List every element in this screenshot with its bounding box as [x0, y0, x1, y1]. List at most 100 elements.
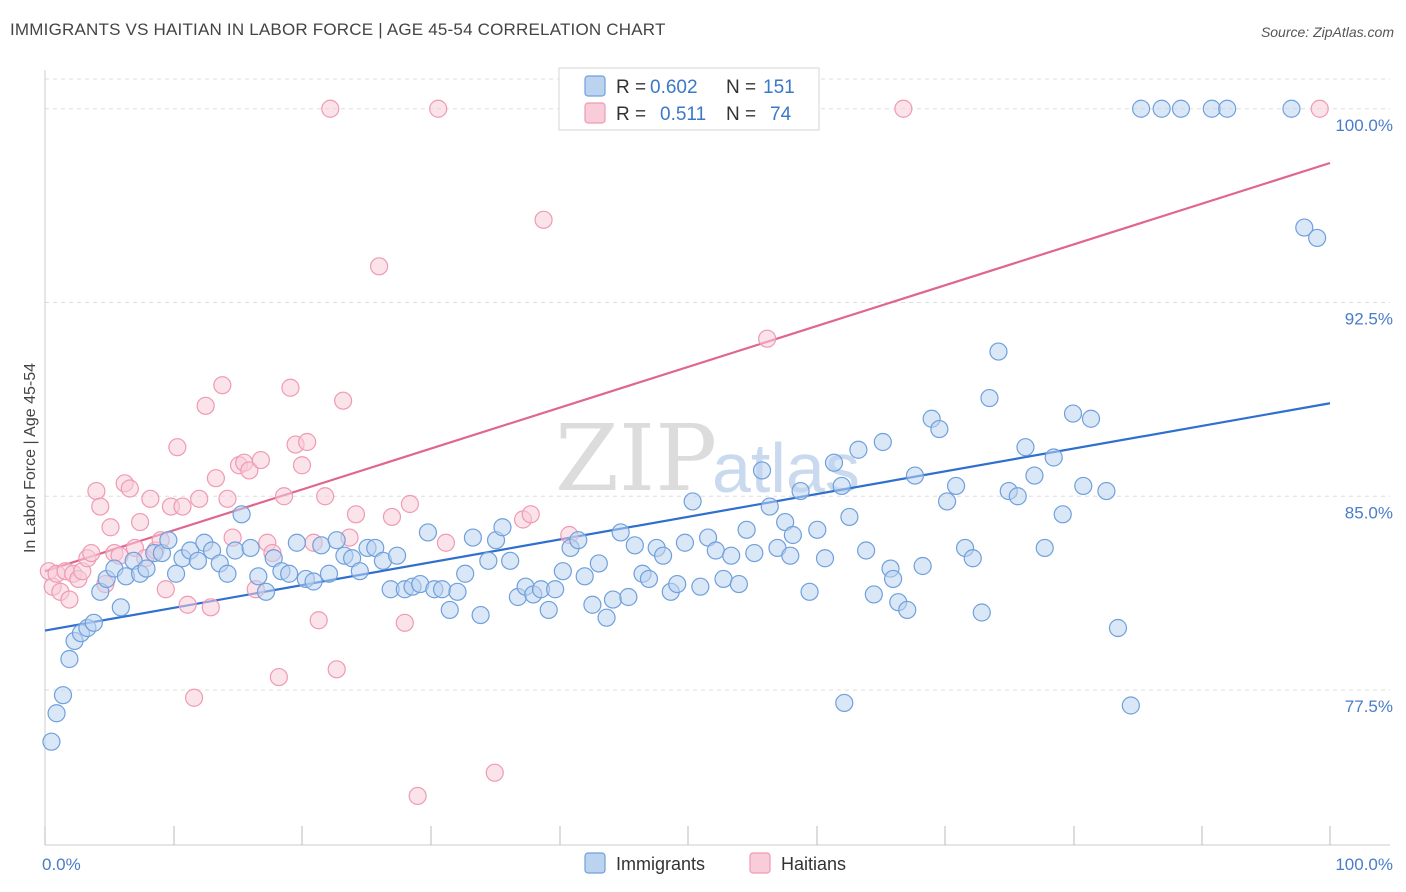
y-tick-labels: 77.5% 85.0% 92.5% 100.0%	[1335, 116, 1393, 716]
point-haitians-18	[120, 479, 139, 498]
point-immigrants-112	[873, 432, 892, 452]
y-tick-label-0: 77.5%	[1345, 697, 1393, 716]
point-immigrants-97	[752, 461, 772, 480]
point-immigrants-143	[1202, 99, 1221, 118]
legend-swatch-haitians	[584, 102, 606, 124]
point-immigrants-98	[760, 497, 779, 516]
point-haitians-55	[327, 660, 346, 679]
point-immigrants-139	[1121, 696, 1140, 715]
point-immigrants-40	[327, 531, 346, 550]
legend-r-value-haitians: 0.511	[660, 104, 706, 125]
point-immigrants-18	[159, 531, 178, 550]
point-immigrants-70	[553, 562, 572, 581]
x-tick-label-0: 0.0%	[42, 855, 81, 874]
point-immigrants-82	[639, 569, 659, 589]
point-immigrants-1	[47, 704, 66, 723]
point-haitians-58	[346, 505, 366, 524]
point-immigrants-3	[60, 649, 79, 669]
point-immigrants-52	[418, 523, 438, 542]
trend-line-haitians	[44, 161, 1331, 573]
point-haitians-30	[184, 688, 204, 707]
point-haitians-50	[298, 432, 317, 452]
point-immigrants-117	[913, 556, 932, 576]
bottom-legend-label-haitians: Haitians	[781, 854, 846, 874]
point-immigrants-101	[783, 525, 802, 545]
point-haitians-14	[101, 518, 120, 537]
legend-n-value-haitians: 74	[770, 104, 792, 125]
point-immigrants-123	[963, 549, 982, 568]
legend-swatch-immigrants	[584, 75, 606, 97]
point-immigrants-19	[166, 564, 186, 583]
point-immigrants-131	[1035, 538, 1054, 558]
point-immigrants-94	[729, 574, 749, 594]
point-immigrants-142	[1171, 99, 1191, 118]
point-immigrants-77	[603, 590, 623, 609]
grid-lines	[45, 78, 1390, 691]
legend-n-label-1: N =	[726, 77, 756, 98]
bottom-legend: Immigrants Haitians	[584, 852, 846, 874]
point-immigrants-141	[1152, 99, 1171, 118]
point-immigrants-110	[857, 541, 876, 560]
point-haitians-52	[309, 611, 328, 630]
point-immigrants-134	[1063, 404, 1083, 423]
point-immigrants-69	[546, 580, 565, 599]
point-immigrants-137	[1097, 481, 1116, 501]
point-immigrants-128	[1008, 487, 1027, 506]
y-axis-title: In Labor Force | Age 45-54	[22, 363, 39, 553]
legend-box: R = 0.602 N = 151 R = 0.511 N = 74	[558, 67, 820, 131]
point-immigrants-120	[937, 492, 957, 511]
point-immigrants-0	[42, 732, 61, 751]
point-haitians-56	[334, 391, 353, 410]
point-immigrants-109	[849, 440, 868, 459]
point-immigrants-107	[832, 476, 851, 496]
point-haitians-64	[429, 99, 448, 118]
y-tick-label-1: 85.0%	[1345, 503, 1393, 522]
chart-title: IMMIGRANTS VS HAITIAN IN LABOR FORCE | A…	[10, 20, 666, 39]
point-immigrants-43	[350, 562, 369, 581]
point-immigrants-125	[980, 388, 999, 408]
point-immigrants-34	[280, 564, 299, 583]
point-immigrants-115	[898, 600, 917, 620]
point-immigrants-126	[989, 342, 1008, 361]
point-immigrants-39	[319, 564, 339, 583]
point-haitians-11	[87, 481, 106, 501]
point-immigrants-87	[675, 533, 695, 552]
point-immigrants-11	[111, 598, 130, 617]
point-immigrants-15	[137, 559, 156, 578]
point-haitians-66	[485, 763, 504, 782]
point-immigrants-111	[864, 585, 883, 604]
point-immigrants-30	[249, 567, 268, 586]
point-haitians-54	[321, 99, 340, 118]
point-immigrants-59	[471, 605, 490, 625]
trend-lines	[44, 161, 1331, 632]
legend-r-label-2: R =	[616, 104, 646, 125]
point-haitians-35	[213, 376, 232, 395]
point-immigrants-55	[440, 600, 459, 620]
point-haitians-71	[758, 329, 777, 348]
point-immigrants-63	[501, 551, 520, 570]
point-immigrants-150	[883, 569, 903, 589]
point-haitians-25	[156, 580, 175, 599]
point-immigrants-80	[625, 536, 644, 555]
point-haitians-28	[173, 497, 192, 516]
point-immigrants-136	[1081, 409, 1101, 428]
point-immigrants-26	[218, 564, 237, 583]
point-haitians-42	[251, 450, 270, 470]
point-haitians-32	[196, 396, 215, 415]
point-immigrants-60	[479, 551, 498, 570]
legend-n-label-2: N =	[726, 104, 756, 125]
point-immigrants-84	[653, 546, 673, 565]
point-immigrants-88	[683, 492, 702, 511]
point-immigrants-76	[597, 608, 616, 627]
point-immigrants-149	[781, 546, 800, 565]
point-haitians-45	[269, 667, 288, 687]
point-haitians-36	[218, 489, 237, 508]
point-immigrants-68	[539, 600, 558, 620]
point-haitians-33	[201, 598, 220, 617]
point-haitians-59	[370, 257, 389, 276]
point-haitians-31	[190, 489, 209, 508]
point-haitians-47	[281, 378, 300, 397]
bottom-legend-swatch-haitians	[749, 852, 771, 874]
point-immigrants-135	[1074, 476, 1093, 496]
